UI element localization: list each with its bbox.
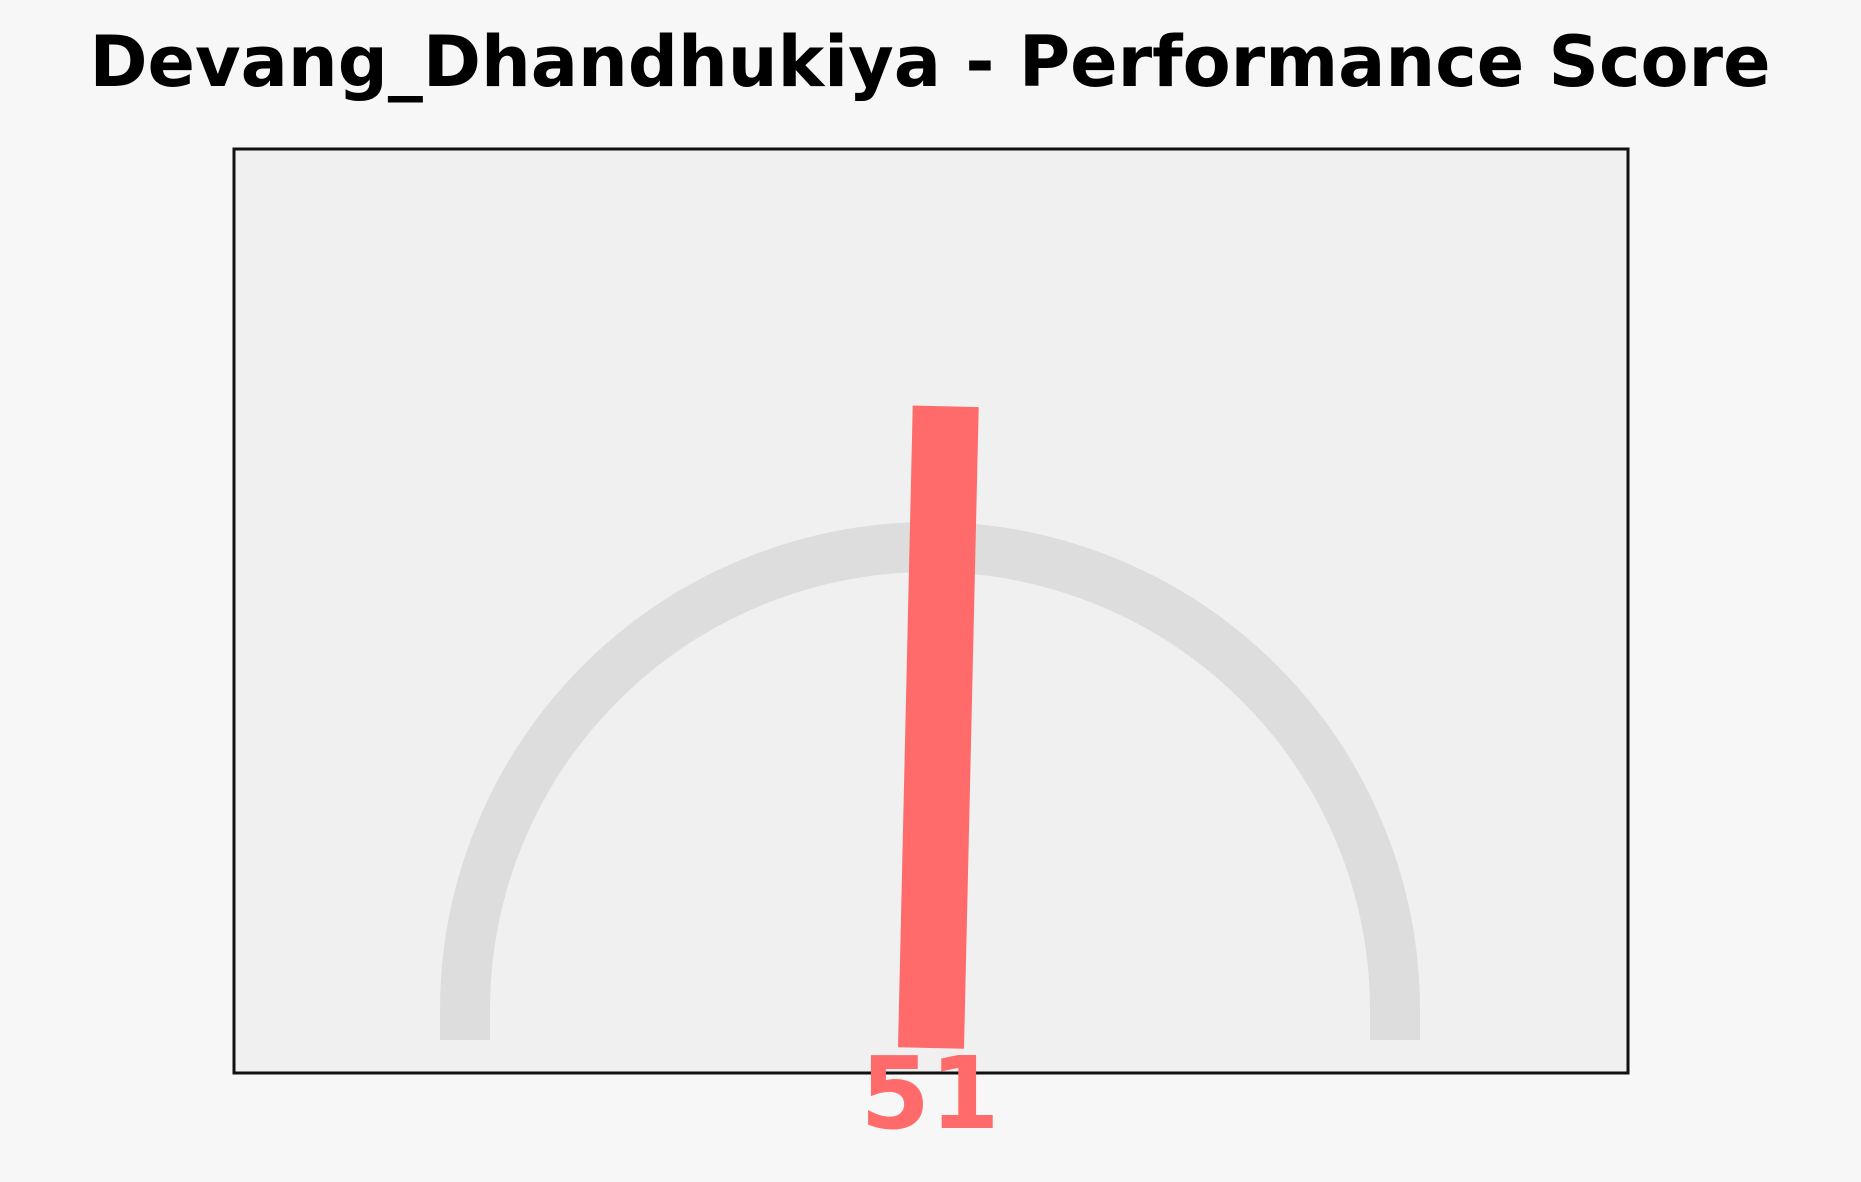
gauge-value-label: 51 [860,1035,999,1152]
gauge-needle [898,405,979,1049]
chart-title: Devang_Dhandhukiya - Performance Score [89,21,1770,103]
